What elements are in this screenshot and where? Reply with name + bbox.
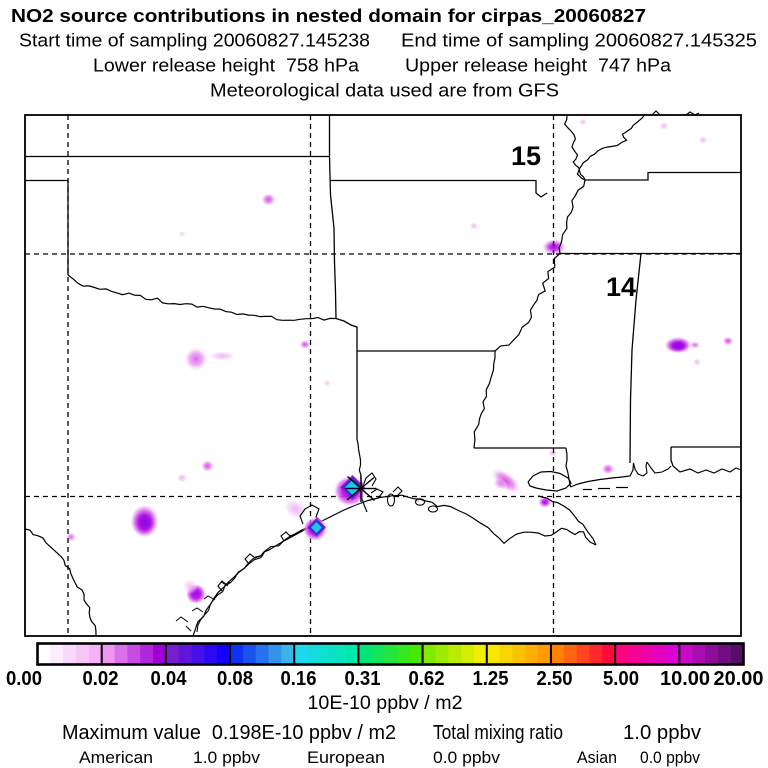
svg-text:0.08: 0.08 xyxy=(217,667,253,690)
svg-text:Upper release height 747 hPa: Upper release height 747 hPa xyxy=(405,56,672,76)
svg-text:0.16: 0.16 xyxy=(281,667,317,690)
svg-text:Maximum value 0.198E-10 ppbv: Maximum value 0.198E-10 ppbv / m2 xyxy=(62,722,396,744)
svg-text:NO2 source contributions in ne: NO2 source contributions in nested domai… xyxy=(11,5,646,26)
svg-text:Asian: Asian xyxy=(577,748,617,767)
svg-text:Meteorological data used are f: Meteorological data used are from GFS xyxy=(210,81,559,101)
svg-text:0.31: 0.31 xyxy=(345,667,381,690)
svg-text:5.00: 5.00 xyxy=(603,667,639,690)
svg-text:Lower release height 758 hPa: Lower release height 758 hPa xyxy=(93,56,360,76)
svg-text:15: 15 xyxy=(511,141,541,171)
svg-text:2.50: 2.50 xyxy=(537,667,573,690)
svg-text:0.62: 0.62 xyxy=(409,667,445,690)
svg-text:Total mixing ratio: Total mixing ratio xyxy=(433,722,563,744)
svg-text:20.00: 20.00 xyxy=(714,667,764,690)
svg-text:0.02: 0.02 xyxy=(83,667,119,690)
svg-text:0.00: 0.00 xyxy=(6,667,42,690)
svg-text:European: European xyxy=(307,748,385,767)
svg-text:1.0 ppbv: 1.0 ppbv xyxy=(623,722,701,744)
svg-text:Start time of sampling 2006082: Start time of sampling 20060827.145238 xyxy=(19,31,370,51)
svg-text:0.0 ppbv: 0.0 ppbv xyxy=(640,748,700,767)
svg-text:0.0 ppbv: 0.0 ppbv xyxy=(433,748,500,767)
svg-text:10.00: 10.00 xyxy=(660,667,710,690)
svg-text:1.25: 1.25 xyxy=(473,667,509,690)
svg-text:1.0 ppbv: 1.0 ppbv xyxy=(193,748,260,767)
svg-text:End time of sampling 20060827.: End time of sampling 20060827.145325 xyxy=(401,31,757,51)
svg-text:10E-10 ppbv / m2: 10E-10 ppbv / m2 xyxy=(308,693,463,714)
svg-text:American: American xyxy=(79,748,153,767)
svg-text:14: 14 xyxy=(606,272,636,302)
svg-text:0.04: 0.04 xyxy=(151,667,188,690)
